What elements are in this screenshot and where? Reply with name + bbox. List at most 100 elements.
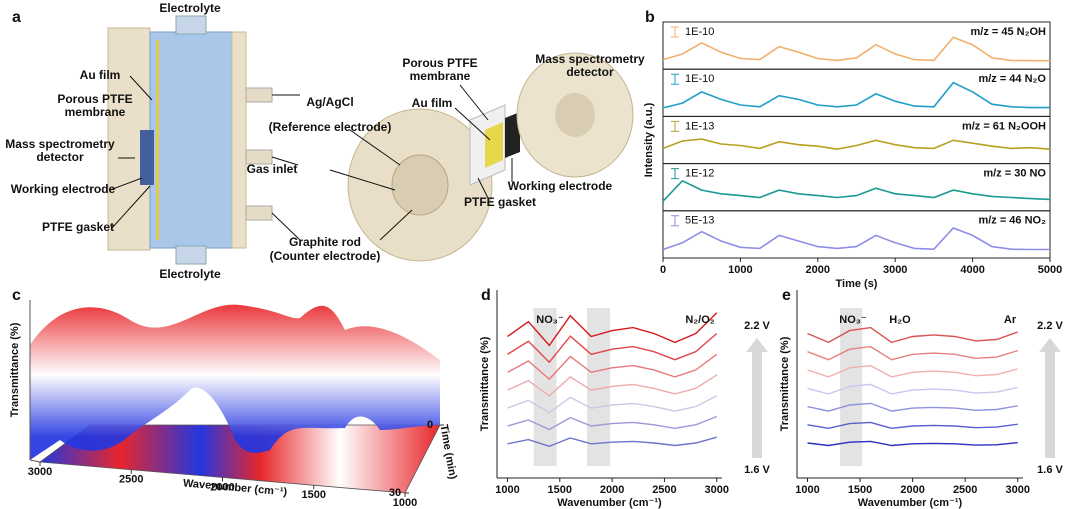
trace-label: m/z = 45 N₂OH: [971, 26, 1047, 38]
annotation: NO₃⁻: [839, 314, 867, 326]
x-axis-title: Wavenumber (cm⁻¹): [557, 497, 662, 509]
x-tick-label: 0: [660, 264, 666, 276]
x-tick-label: 2000: [210, 481, 234, 493]
trace: [662, 138, 1051, 151]
label: Au film: [80, 68, 121, 82]
surface: [30, 304, 440, 460]
x-tick-label: 2500: [953, 484, 977, 496]
x-tick-label: 1000: [495, 484, 519, 496]
annotation: Ar: [1004, 314, 1017, 326]
spectrum: [807, 402, 1018, 412]
label: Ag/AgCl: [306, 95, 353, 109]
x-tick-label: 2000: [600, 484, 624, 496]
x-tick-label: 2500: [119, 474, 143, 486]
leader: [271, 212, 301, 241]
spectrum: [807, 345, 1018, 361]
x-tick-label: 1000: [795, 484, 819, 496]
x-tick-label: 3000: [705, 484, 729, 496]
trace-label: m/z = 30 NO: [983, 168, 1046, 180]
leader: [379, 209, 413, 241]
trace-label: m/z = 61 N₂OOH: [962, 120, 1046, 132]
trace: [662, 36, 1050, 62]
label: Porous PTFE: [402, 56, 477, 70]
spectrum: [507, 436, 717, 448]
tube-bottom: [175, 245, 207, 265]
scale-bar: [671, 73, 679, 85]
au-film: [485, 122, 503, 168]
spectrum: [807, 383, 1018, 395]
x-tick-label: 1000: [728, 264, 752, 276]
label: detector: [566, 65, 614, 79]
leader: [129, 75, 153, 101]
voltage-arrow: [1039, 338, 1061, 458]
label: Working electrode: [11, 182, 116, 196]
leader: [111, 185, 151, 229]
arrow-label: 1.6 V: [744, 464, 770, 476]
leader: [271, 156, 299, 166]
scale-label: 1E-12: [685, 168, 714, 180]
leader: [459, 84, 489, 121]
au-wire: [156, 40, 159, 240]
highlight-band: [840, 308, 863, 466]
y-tick-label: 0: [427, 419, 433, 431]
scale-bar: [671, 215, 679, 227]
panel-letter: e: [782, 287, 791, 304]
label: (Reference electrode): [269, 120, 392, 134]
working-electrode: [505, 112, 520, 158]
spectrum: [507, 374, 718, 397]
trace: [662, 81, 1050, 109]
flange-hub: [391, 154, 449, 216]
y-axis-title: Transmittance (%): [479, 336, 491, 431]
scale-bar: [671, 168, 679, 180]
label: Graphite rod: [289, 235, 361, 249]
label: PTFE gasket: [464, 195, 536, 209]
counter-port: [245, 205, 273, 221]
tube-top: [175, 15, 207, 35]
label: Mass spectrometry: [535, 52, 645, 66]
trace-label: m/z = 44 N₂O: [978, 73, 1046, 85]
arrow-label: 2.2 V: [744, 320, 770, 332]
highlight-band: [533, 308, 557, 466]
trace: [662, 179, 1051, 202]
leader: [477, 177, 489, 199]
x-tick-label: 2500: [652, 484, 676, 496]
scale-label: 1E-10: [685, 73, 714, 85]
panel-letter: b: [645, 9, 655, 26]
y-axis-title: Time (min): [437, 424, 458, 481]
spectrum: [807, 440, 1018, 447]
annotation: H₂O: [889, 314, 911, 326]
panel-letter: c: [12, 287, 21, 304]
scale-bar: [671, 120, 679, 132]
x-tick-label: 1500: [302, 489, 326, 501]
z-axis-title: Transmittance (%): [9, 322, 21, 417]
arrow-label: 1.6 V: [1037, 464, 1063, 476]
axis-edge: [29, 459, 41, 463]
arrow-label: 2.2 V: [1037, 320, 1063, 332]
spectrum: [507, 332, 718, 364]
x-tick-label: 5000: [1038, 264, 1062, 276]
x-tick-label: 1500: [848, 484, 872, 496]
flange-back-hub: [555, 93, 595, 137]
x-tick-label: 3000: [1006, 484, 1030, 496]
scale-bar: [671, 26, 679, 38]
label: membrane: [410, 69, 471, 83]
spectrum: [507, 312, 718, 347]
label: membrane: [65, 105, 126, 119]
leader: [349, 129, 401, 166]
ref-port: [245, 87, 273, 103]
x-tick-label: 3000: [28, 466, 52, 478]
spectrum: [507, 395, 718, 414]
y-tick-label: 30: [389, 487, 401, 499]
x-axis-title: Wavenumber (cm⁻¹): [858, 497, 963, 509]
x-tick-label: 2000: [900, 484, 924, 496]
scale-label: 1E-13: [685, 120, 714, 132]
leader: [329, 169, 396, 191]
annotation: NO₃⁻: [536, 314, 564, 326]
electrolyte-chamber: [149, 31, 233, 249]
subplot-frame: [662, 210, 1051, 259]
y-axis-title: Intensity (a.u.): [643, 102, 655, 177]
label: Working electrode: [508, 179, 613, 193]
spectrum: [507, 415, 718, 431]
x-tick-label: 3000: [883, 264, 907, 276]
